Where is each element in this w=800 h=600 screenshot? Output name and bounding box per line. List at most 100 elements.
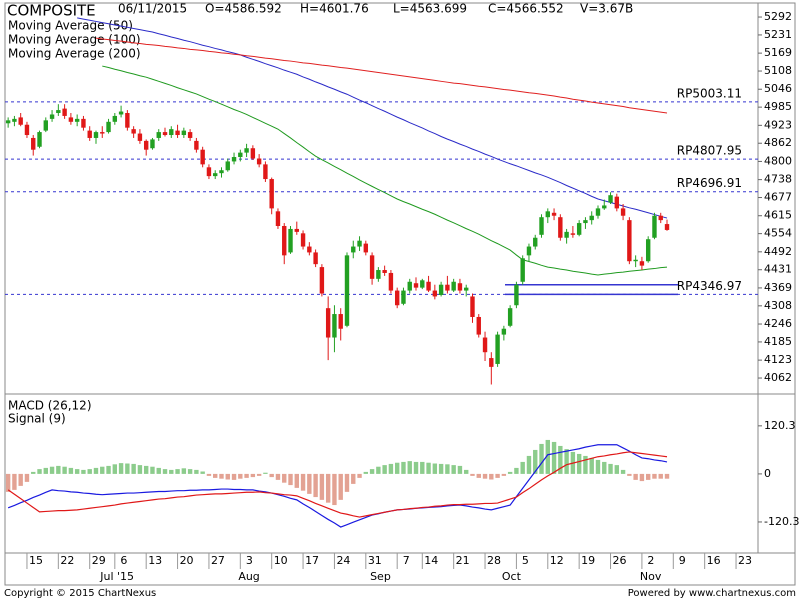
candle-body (407, 281, 412, 291)
rp-label: RP4346.97 (677, 279, 742, 293)
histogram-bar (420, 461, 425, 474)
histogram-bar (627, 473, 632, 476)
histogram-bar (576, 453, 582, 474)
moving-average (77, 17, 668, 219)
histogram-bar (175, 469, 180, 474)
candle-body (156, 132, 161, 138)
candle-body (175, 130, 180, 136)
histogram-bar (652, 473, 657, 479)
y-tick-label: 4800 (764, 154, 792, 167)
candle-body (12, 118, 17, 122)
histogram-bar (388, 463, 394, 474)
histogram-bar (614, 465, 620, 474)
histogram-bar (275, 473, 281, 480)
candle-body (338, 314, 343, 329)
x-tick-label: 10 (274, 554, 288, 567)
histogram-bar (263, 472, 268, 474)
candle-body (313, 252, 318, 265)
moving-average (102, 65, 668, 276)
candle-body (100, 132, 105, 134)
histogram-bar (269, 473, 274, 478)
moving-average (95, 37, 668, 114)
rp-label: RP5003.11 (677, 86, 742, 100)
candle-body (68, 117, 74, 122)
histogram-bar (426, 462, 431, 474)
candle-body (43, 120, 48, 131)
y-tick-label: -120.3 (764, 515, 799, 528)
candle-body (420, 280, 425, 288)
candle-body (307, 246, 312, 253)
candle-body (382, 270, 387, 273)
histogram-bar (332, 473, 337, 506)
histogram-bar (68, 467, 74, 474)
candle-body (363, 243, 369, 253)
histogram-bar (438, 463, 444, 474)
y-tick-label: 5046 (764, 82, 792, 95)
rp-label: RP4807.95 (677, 144, 742, 158)
candle-body (526, 246, 532, 256)
candle-body (169, 129, 174, 136)
histogram-bar (357, 473, 362, 478)
histogram-bar (583, 455, 588, 474)
histogram-bar (401, 461, 406, 474)
candle-body (482, 337, 488, 353)
legend-entry: Moving Average (100) (8, 33, 141, 47)
candle-body (589, 215, 594, 221)
histogram-bar (313, 473, 318, 498)
candle-body (49, 114, 55, 119)
x-tick-label: 2 (647, 554, 654, 567)
histogram-bar (137, 465, 143, 474)
month-label: Sep (370, 570, 391, 583)
candle-body (74, 118, 80, 122)
y-tick-label: 4985 (764, 100, 792, 113)
macd-line (7, 444, 668, 528)
x-tick-label: 23 (738, 554, 752, 567)
histogram-bar (495, 473, 500, 478)
candle-body (470, 296, 475, 317)
candle-body (24, 124, 30, 136)
chart-title: COMPOSITE (7, 2, 96, 20)
candle-body (62, 108, 67, 116)
y-tick-label: 4677 (764, 191, 792, 204)
legend-entry: Moving Average (200) (8, 47, 141, 61)
histogram-bar (664, 473, 670, 479)
x-tick-label: 21 (456, 554, 470, 567)
candle-body (645, 239, 651, 262)
y-tick-label: 5169 (764, 46, 792, 59)
ohlcv-label: O=4586.592 (205, 2, 282, 16)
candle-body (81, 118, 86, 128)
candle-body (93, 132, 99, 138)
x-tick-label: 7 (403, 554, 410, 567)
histogram-bar (589, 457, 594, 474)
histogram-bar (162, 469, 168, 474)
y-tick-label: 120.3 (764, 419, 796, 432)
y-tick-label: 5108 (764, 64, 792, 77)
histogram-bar (244, 473, 249, 478)
candle-body (332, 314, 337, 338)
candle-body (652, 215, 657, 238)
candle-body (438, 284, 444, 295)
histogram-bar (206, 473, 212, 476)
candle-body (533, 237, 538, 247)
candle-body (162, 132, 168, 136)
candle-body (658, 215, 663, 221)
y-tick-label: 4062 (764, 371, 792, 384)
histogram-bar (564, 449, 569, 474)
histogram-bar (106, 465, 111, 474)
histogram-bar (344, 473, 350, 492)
candle-body (545, 211, 550, 218)
candle-body (125, 113, 130, 128)
histogram-bar (62, 466, 67, 474)
histogram-bar (12, 473, 17, 490)
histogram-bar (658, 473, 663, 479)
candle-body (56, 110, 61, 114)
x-tick-label: 15 (29, 554, 43, 567)
histogram-bar (351, 473, 356, 484)
candle-body (376, 270, 381, 279)
histogram-bar (501, 473, 507, 476)
copyright: Copyright © 2015 ChartNexus (4, 588, 156, 599)
histogram-bar (231, 473, 237, 480)
y-tick-label: 5231 (764, 28, 792, 41)
histogram-bar (457, 465, 463, 474)
candle-body (451, 281, 456, 291)
